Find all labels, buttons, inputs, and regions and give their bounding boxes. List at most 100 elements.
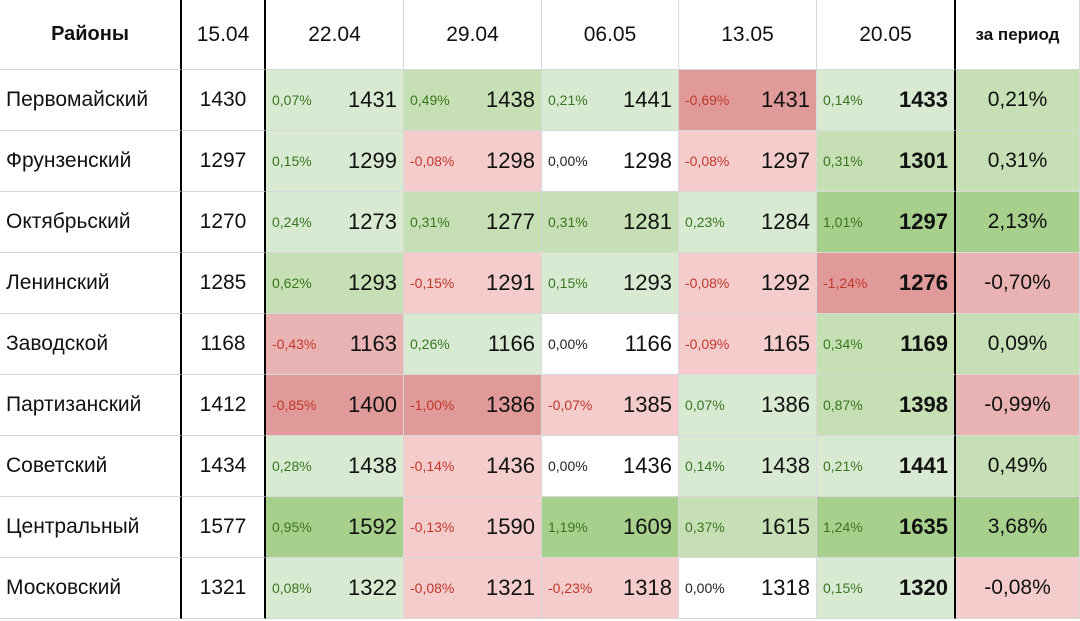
price-value: 1615 bbox=[761, 514, 810, 539]
district-name: Первомайский bbox=[0, 70, 182, 131]
week-cell: 1,24% 1635 bbox=[817, 497, 956, 558]
change-percent: -0,08% bbox=[410, 153, 455, 169]
week-cell: 0,31% 1281 bbox=[542, 192, 679, 253]
week-cell: -0,15% 1291 bbox=[404, 253, 542, 314]
price-value: 1166 bbox=[624, 331, 672, 356]
week-cell: -0,08% 1298 bbox=[404, 131, 542, 192]
base-value: 1285 bbox=[182, 253, 266, 314]
price-value: 1169 bbox=[900, 331, 948, 356]
base-value: 1412 bbox=[182, 375, 266, 436]
change-percent: 0,15% bbox=[823, 580, 863, 596]
header-district: Районы bbox=[0, 0, 182, 70]
change-percent: 0,07% bbox=[685, 397, 725, 413]
week-cell: -0,85% 1400 bbox=[266, 375, 404, 436]
week-cell: 0,14% 1438 bbox=[679, 436, 817, 497]
base-value: 1270 bbox=[182, 192, 266, 253]
price-value: 1320 bbox=[899, 575, 948, 600]
change-percent: 0,23% bbox=[685, 214, 725, 230]
change-percent: 0,14% bbox=[685, 458, 725, 474]
week-cell: 0,87% 1398 bbox=[817, 375, 956, 436]
price-value: 1431 bbox=[348, 87, 397, 112]
week-cell: -0,09% 1165 bbox=[679, 314, 817, 375]
price-value: 1386 bbox=[486, 392, 535, 417]
district-name: Октябрьский bbox=[0, 192, 182, 253]
week-cell: 0,37% 1615 bbox=[679, 497, 817, 558]
header-date-3: 29.04 bbox=[404, 0, 542, 70]
price-value: 1318 bbox=[623, 575, 672, 600]
change-percent: 0,24% bbox=[272, 214, 312, 230]
change-percent: -0,69% bbox=[685, 92, 730, 108]
change-percent: 0,00% bbox=[685, 580, 725, 596]
header-date-4: 06.05 bbox=[542, 0, 679, 70]
period-change: 0,31% bbox=[956, 131, 1080, 192]
change-percent: 0,87% bbox=[823, 397, 863, 413]
district-name: Московский bbox=[0, 558, 182, 619]
change-percent: -0,43% bbox=[272, 336, 317, 352]
price-value: 1609 bbox=[623, 514, 672, 539]
week-cell: 1,01% 1297 bbox=[817, 192, 956, 253]
week-cell: 0,00% 1436 bbox=[542, 436, 679, 497]
base-value: 1321 bbox=[182, 558, 266, 619]
price-value: 1385 bbox=[623, 392, 672, 417]
price-value: 1635 bbox=[899, 514, 948, 539]
change-percent: 0,26% bbox=[410, 336, 450, 352]
week-cell: -0,69% 1431 bbox=[679, 70, 817, 131]
period-change: 0,09% bbox=[956, 314, 1080, 375]
header-date-5: 13.05 bbox=[679, 0, 817, 70]
period-change: 0,21% bbox=[956, 70, 1080, 131]
week-cell: -0,14% 1436 bbox=[404, 436, 542, 497]
change-percent: -0,08% bbox=[410, 580, 455, 596]
change-percent: 0,21% bbox=[548, 92, 588, 108]
district-name: Партизанский bbox=[0, 375, 182, 436]
price-value: 1322 bbox=[348, 575, 397, 600]
price-value: 1293 bbox=[348, 270, 397, 295]
change-percent: -0,09% bbox=[685, 336, 730, 352]
price-value: 1291 bbox=[486, 270, 535, 295]
change-percent: -0,07% bbox=[548, 397, 593, 413]
change-percent: -0,85% bbox=[272, 397, 317, 413]
change-percent: 0,31% bbox=[823, 153, 863, 169]
change-percent: 0,37% bbox=[685, 519, 725, 535]
base-value: 1168 bbox=[182, 314, 266, 375]
header-date-1: 15.04 bbox=[182, 0, 266, 70]
week-cell: 0,21% 1441 bbox=[542, 70, 679, 131]
price-value: 1400 bbox=[348, 392, 397, 417]
change-percent: 0,49% bbox=[410, 92, 450, 108]
price-value: 1281 bbox=[623, 209, 672, 234]
week-cell: -0,43% 1163 bbox=[266, 314, 404, 375]
price-value: 1590 bbox=[486, 514, 535, 539]
week-cell: 0,21% 1441 bbox=[817, 436, 956, 497]
change-percent: 0,07% bbox=[272, 92, 312, 108]
price-value: 1441 bbox=[623, 87, 672, 112]
week-cell: 0,15% 1299 bbox=[266, 131, 404, 192]
week-cell: -0,08% 1321 bbox=[404, 558, 542, 619]
price-value: 1298 bbox=[623, 148, 672, 173]
period-change: 2,13% bbox=[956, 192, 1080, 253]
district-name: Фрунзенский bbox=[0, 131, 182, 192]
week-cell: 0,08% 1322 bbox=[266, 558, 404, 619]
price-value: 1276 bbox=[899, 270, 948, 295]
week-cell: 0,14% 1433 bbox=[817, 70, 956, 131]
header-date-2: 22.04 bbox=[266, 0, 404, 70]
week-cell: 0,28% 1438 bbox=[266, 436, 404, 497]
change-percent: 0,14% bbox=[823, 92, 863, 108]
change-percent: 1,01% bbox=[823, 214, 863, 230]
change-percent: 0,15% bbox=[272, 153, 312, 169]
price-value: 1299 bbox=[348, 148, 397, 173]
change-percent: 0,00% bbox=[548, 153, 588, 169]
base-value: 1297 bbox=[182, 131, 266, 192]
change-percent: -1,00% bbox=[410, 397, 455, 413]
change-percent: 0,00% bbox=[548, 458, 588, 474]
change-percent: 0,34% bbox=[823, 336, 863, 352]
change-percent: 0,21% bbox=[823, 458, 863, 474]
district-name: Заводской bbox=[0, 314, 182, 375]
week-cell: 0,07% 1431 bbox=[266, 70, 404, 131]
price-value: 1398 bbox=[899, 392, 948, 417]
district-name: Центральный bbox=[0, 497, 182, 558]
price-value: 1433 bbox=[899, 87, 948, 112]
week-cell: 0,26% 1166 bbox=[404, 314, 542, 375]
change-percent: 0,95% bbox=[272, 519, 312, 535]
price-value: 1438 bbox=[348, 453, 397, 478]
change-percent: 1,19% bbox=[548, 519, 588, 535]
change-percent: 0,31% bbox=[548, 214, 588, 230]
